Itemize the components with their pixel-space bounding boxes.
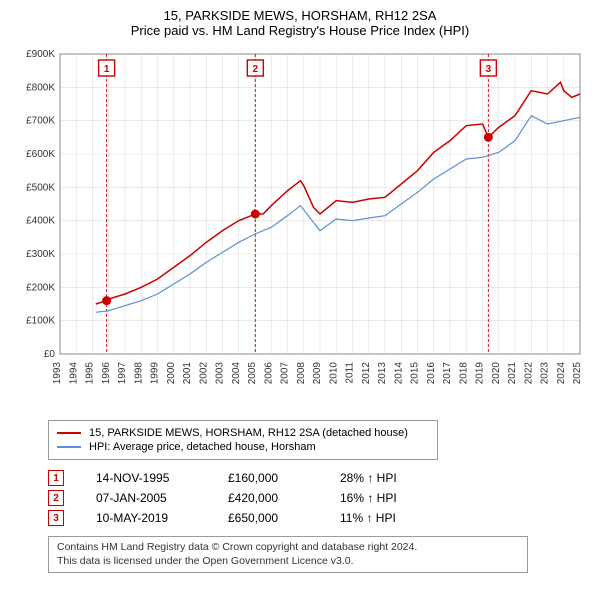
svg-text:2008: 2008 xyxy=(296,362,307,385)
sale-date: 07-JAN-2005 xyxy=(96,491,196,505)
svg-text:2004: 2004 xyxy=(231,362,242,385)
title-line2: Price paid vs. HM Land Registry's House … xyxy=(12,23,588,38)
sale-price: £420,000 xyxy=(228,491,308,505)
svg-text:2016: 2016 xyxy=(426,362,437,385)
sale-badge-3: 3 xyxy=(48,510,64,526)
svg-text:2014: 2014 xyxy=(393,362,404,385)
chart-container: 15, PARKSIDE MEWS, HORSHAM, RH12 2SA Pri… xyxy=(0,0,600,581)
table-row: 3 10-MAY-2019 £650,000 11% ↑ HPI xyxy=(48,510,580,526)
svg-text:2003: 2003 xyxy=(215,362,226,385)
svg-text:£400K: £400K xyxy=(26,216,55,227)
svg-text:1993: 1993 xyxy=(52,362,63,385)
svg-text:2012: 2012 xyxy=(361,362,372,385)
svg-text:2007: 2007 xyxy=(280,362,291,385)
svg-text:1999: 1999 xyxy=(150,362,161,385)
sales-table: 1 14-NOV-1995 £160,000 28% ↑ HPI 2 07-JA… xyxy=(48,470,580,526)
svg-text:2017: 2017 xyxy=(442,362,453,385)
sale-hpi: 16% ↑ HPI xyxy=(340,491,430,505)
svg-text:£900K: £900K xyxy=(26,49,55,60)
svg-text:1996: 1996 xyxy=(101,362,112,385)
license-line2: This data is licensed under the Open Gov… xyxy=(57,555,519,569)
svg-text:2005: 2005 xyxy=(247,362,258,385)
svg-text:1: 1 xyxy=(104,64,110,75)
svg-text:1994: 1994 xyxy=(68,362,79,385)
svg-text:2: 2 xyxy=(253,64,259,75)
chart-plot: £0 £100K £200K £300K £400K £500K £600K £700K £80… xyxy=(12,48,588,408)
svg-text:£300K: £300K xyxy=(26,249,55,260)
svg-text:£500K: £500K xyxy=(26,182,55,193)
svg-text:2023: 2023 xyxy=(540,362,551,385)
svg-text:2019: 2019 xyxy=(475,362,486,385)
svg-text:2000: 2000 xyxy=(166,362,177,385)
table-row: 1 14-NOV-1995 £160,000 28% ↑ HPI xyxy=(48,470,580,486)
sale-hpi: 11% ↑ HPI xyxy=(340,511,430,525)
svg-text:£600K: £600K xyxy=(26,149,55,160)
sale-date: 14-NOV-1995 xyxy=(96,471,196,485)
sale-hpi: 28% ↑ HPI xyxy=(340,471,430,485)
sale-date: 10-MAY-2019 xyxy=(96,511,196,525)
sale-badge-2: 2 xyxy=(48,490,64,506)
legend-label: 15, PARKSIDE MEWS, HORSHAM, RH12 2SA (de… xyxy=(89,427,408,439)
svg-text:2024: 2024 xyxy=(556,362,567,385)
license-line1: Contains HM Land Registry data © Crown c… xyxy=(57,541,519,555)
svg-text:2018: 2018 xyxy=(458,362,469,385)
title-block: 15, PARKSIDE MEWS, HORSHAM, RH12 2SA Pri… xyxy=(12,8,588,38)
table-row: 2 07-JAN-2005 £420,000 16% ↑ HPI xyxy=(48,490,580,506)
chart-svg: £0 £100K £200K £300K £400K £500K £600K £700K £80… xyxy=(12,48,588,408)
svg-text:£0: £0 xyxy=(44,349,56,360)
svg-text:2002: 2002 xyxy=(198,362,209,385)
svg-text:3: 3 xyxy=(486,64,492,75)
title-line1: 15, PARKSIDE MEWS, HORSHAM, RH12 2SA xyxy=(12,8,588,23)
svg-text:2009: 2009 xyxy=(312,362,323,385)
svg-text:2020: 2020 xyxy=(491,362,502,385)
svg-text:2021: 2021 xyxy=(507,362,518,385)
svg-text:1998: 1998 xyxy=(133,362,144,385)
sale-badge-1: 1 xyxy=(48,470,64,486)
sale-price: £160,000 xyxy=(228,471,308,485)
svg-text:2015: 2015 xyxy=(410,362,421,385)
sale-price: £650,000 xyxy=(228,511,308,525)
svg-text:£700K: £700K xyxy=(26,116,55,127)
svg-text:2022: 2022 xyxy=(523,362,534,385)
legend-label: HPI: Average price, detached house, Hors… xyxy=(89,441,316,453)
svg-text:£100K: £100K xyxy=(26,316,55,327)
license-box: Contains HM Land Registry data © Crown c… xyxy=(48,536,528,573)
legend-swatch xyxy=(57,432,81,434)
svg-text:2011: 2011 xyxy=(345,362,356,384)
svg-text:2006: 2006 xyxy=(263,362,274,385)
legend-swatch xyxy=(57,446,81,448)
legend-item-price-paid: 15, PARKSIDE MEWS, HORSHAM, RH12 2SA (de… xyxy=(57,427,429,439)
svg-text:2025: 2025 xyxy=(572,362,583,385)
svg-text:£800K: £800K xyxy=(26,82,55,93)
svg-text:2010: 2010 xyxy=(328,362,339,385)
svg-text:£200K: £200K xyxy=(26,282,55,293)
legend-box: 15, PARKSIDE MEWS, HORSHAM, RH12 2SA (de… xyxy=(48,420,438,460)
svg-text:1995: 1995 xyxy=(85,362,96,385)
legend-item-hpi: HPI: Average price, detached house, Hors… xyxy=(57,441,429,453)
svg-text:2001: 2001 xyxy=(182,362,193,385)
svg-text:2013: 2013 xyxy=(377,362,388,385)
svg-text:1997: 1997 xyxy=(117,362,128,385)
